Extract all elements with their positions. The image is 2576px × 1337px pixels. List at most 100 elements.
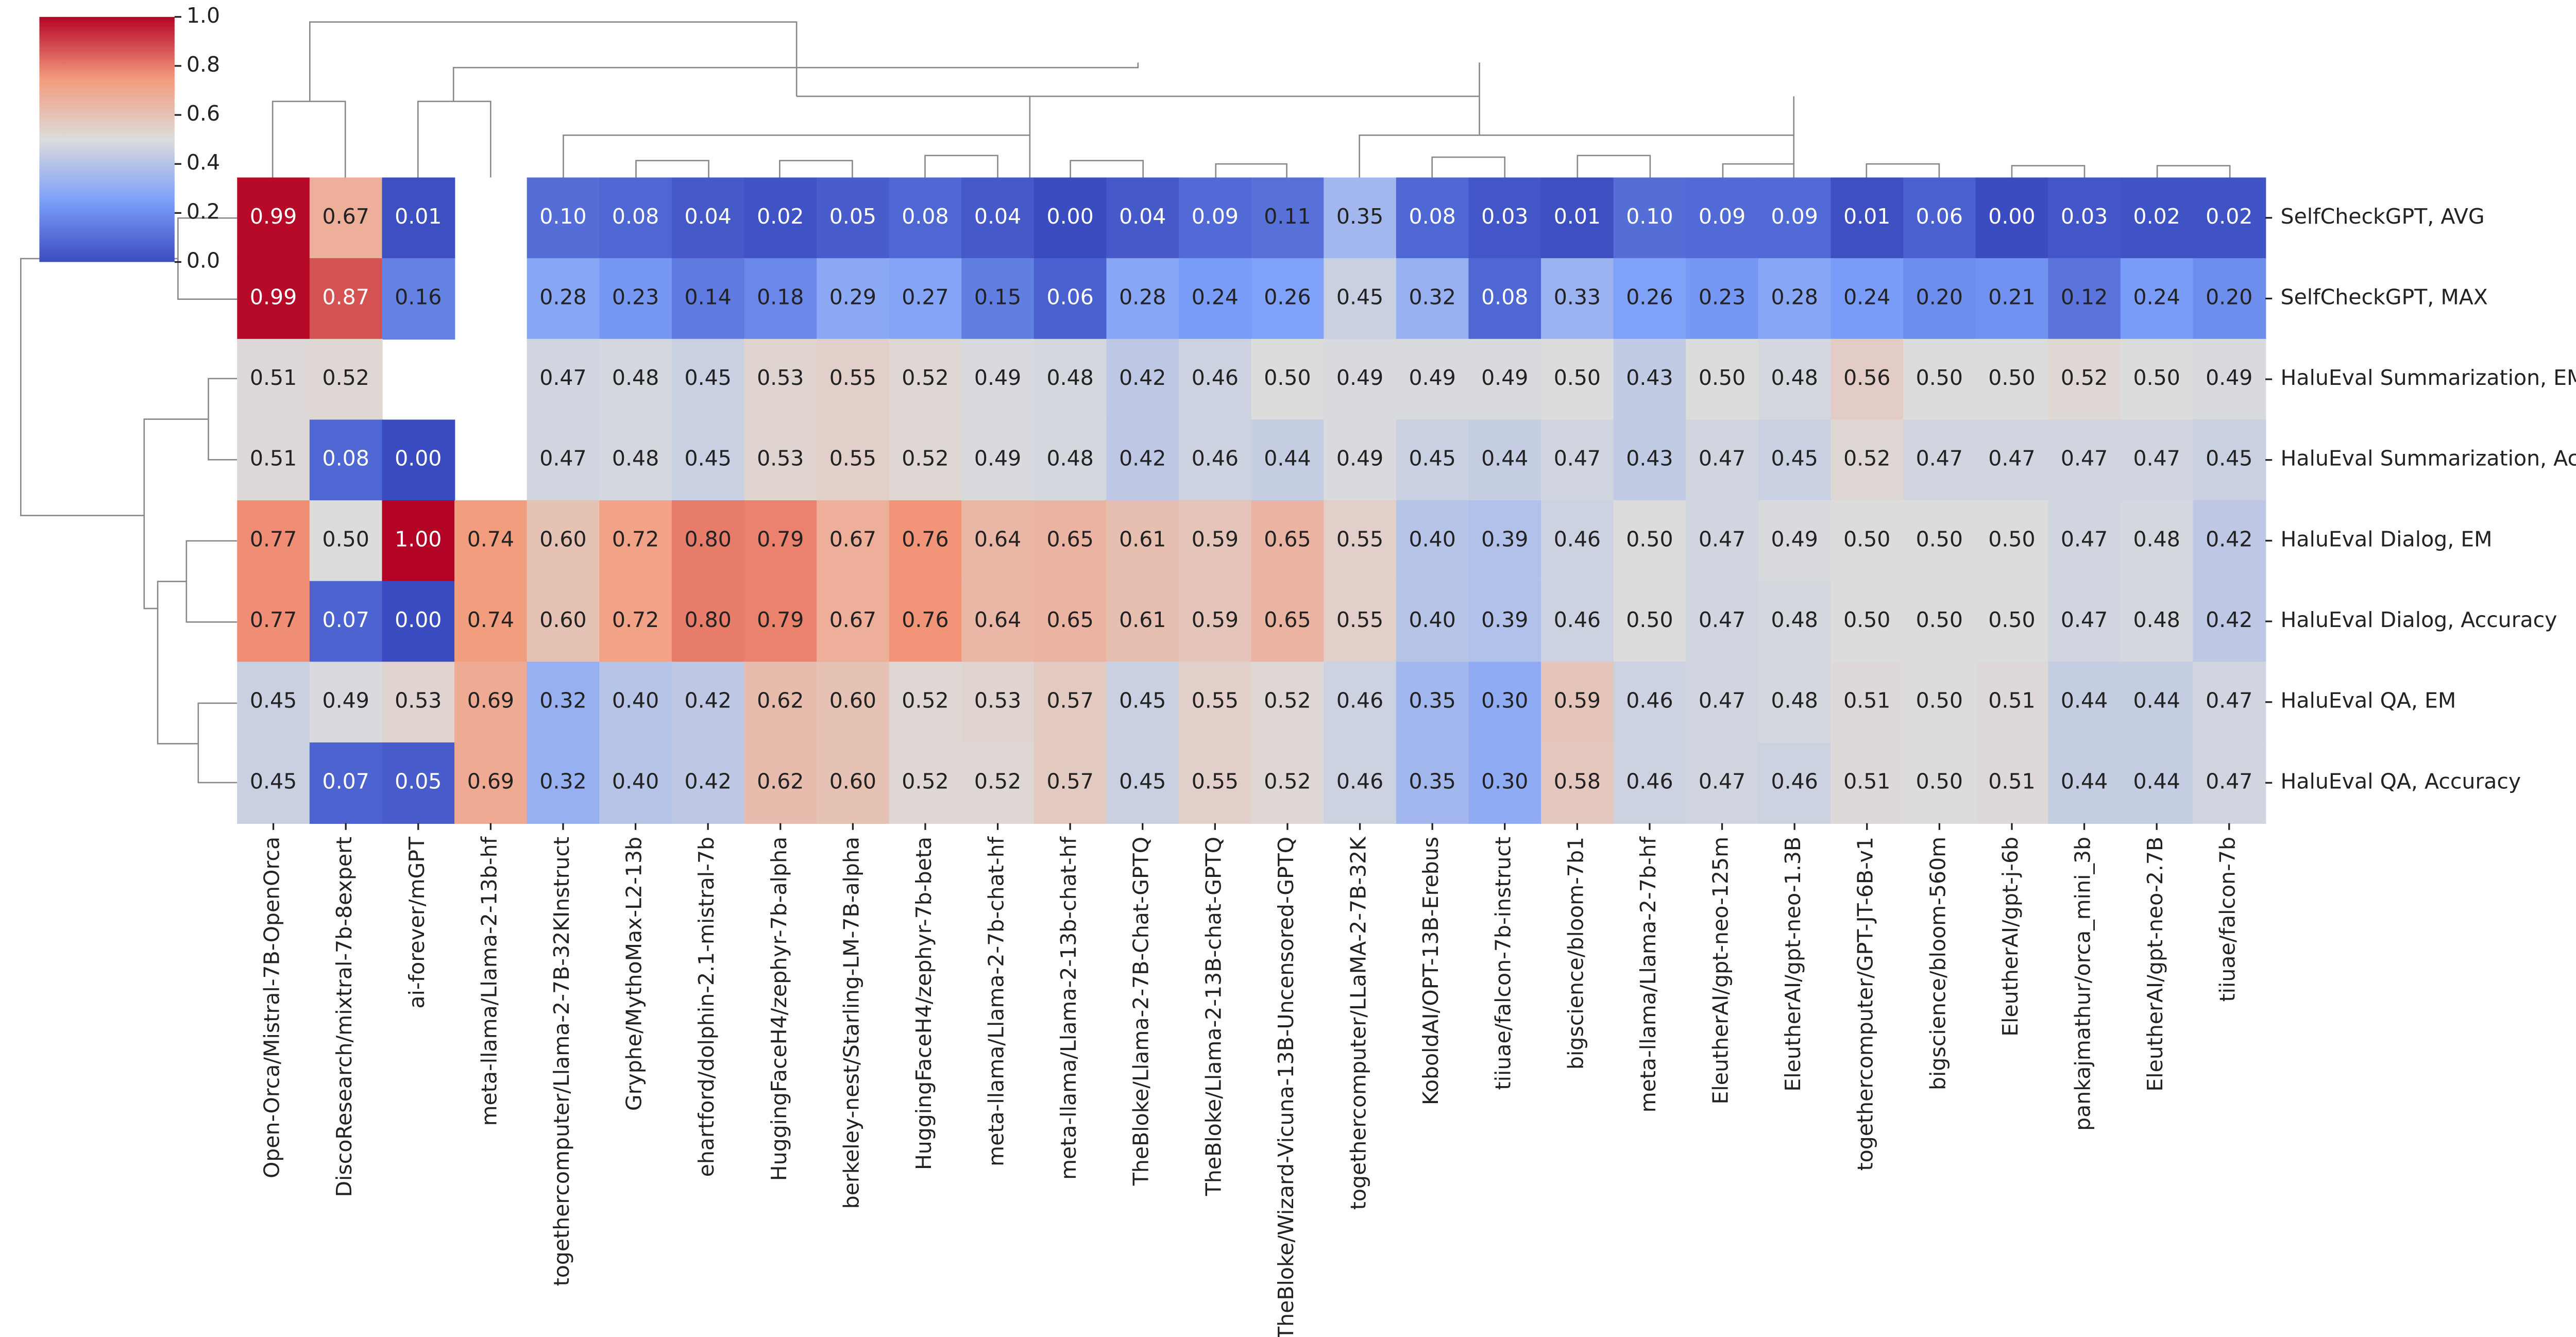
heatmap-cell <box>1324 500 1397 582</box>
heatmap-cell <box>961 581 1035 663</box>
cell-label: 0.53 <box>974 688 1021 713</box>
heatmap-cell <box>1179 742 1252 824</box>
column-label: tiiuae/falcon-7b-instruct <box>1491 837 1516 1090</box>
cell-label: 0.60 <box>539 527 586 551</box>
heatmap-cell <box>1468 177 1542 259</box>
heatmap-cell <box>1106 662 1180 743</box>
cell-label: 0.80 <box>685 527 732 551</box>
heatmap-cell <box>237 177 311 259</box>
heatmap-cell <box>744 177 818 259</box>
cell-label: 0.45 <box>1336 284 1383 309</box>
cell-label: 0.50 <box>1916 607 1963 632</box>
cell-label: 0.00 <box>1988 204 2035 229</box>
cell-label: 0.51 <box>1843 769 1890 793</box>
row-label: SelfCheckGPT, MAX <box>2281 284 2488 309</box>
heatmap-cell <box>1396 581 1469 663</box>
cell-label: 0.49 <box>323 688 369 713</box>
heatmap-cell <box>382 419 455 501</box>
heatmap-cell <box>1106 581 1180 663</box>
cell-label: 0.20 <box>1916 284 1963 309</box>
heatmap-cell <box>1613 581 1687 663</box>
heatmap-cell <box>817 339 890 420</box>
cell-label: 0.50 <box>1554 365 1601 390</box>
cell-label: 0.47 <box>2133 446 2180 471</box>
cell-label: 0.04 <box>685 204 732 229</box>
heatmap-cell <box>237 742 311 824</box>
cell-label: 0.16 <box>395 284 442 309</box>
heatmap-cell <box>817 581 890 663</box>
heatmap-cell <box>817 662 890 743</box>
cell-label: 0.44 <box>2061 688 2108 713</box>
cell-label: 0.12 <box>2061 284 2108 309</box>
cell-label: 0.44 <box>1264 446 1311 471</box>
cell-label: 0.58 <box>1554 769 1601 793</box>
cell-label: 0.02 <box>2206 204 2252 229</box>
column-label: togethercomputer/Llama-2-7B-32KInstruct <box>549 837 574 1286</box>
heatmap-cell <box>1324 742 1397 824</box>
heatmap-cell <box>1758 419 1832 501</box>
cell-label: 0.45 <box>1409 446 1456 471</box>
heatmap-cell <box>237 581 311 663</box>
heatmap-cell <box>1179 177 1252 259</box>
cell-label: 0.50 <box>1699 365 1745 390</box>
cell-label: 0.53 <box>757 365 804 390</box>
heatmap-cell <box>527 662 600 743</box>
heatmap-cell <box>1975 662 2049 743</box>
heatmap-cell <box>309 177 383 259</box>
heatmap-cell <box>961 177 1035 259</box>
heatmap-cell <box>1324 581 1397 663</box>
heatmap-cell <box>1541 258 1614 340</box>
heatmap-cell <box>1758 258 1832 340</box>
cell-label: 0.64 <box>974 527 1021 551</box>
cell-label: 0.65 <box>1047 527 1094 551</box>
heatmap-cell <box>2048 500 2122 582</box>
cell-label: 0.07 <box>323 769 369 793</box>
heatmap-cell <box>1179 339 1252 420</box>
colorbar-tick-label: 0.0 <box>187 248 220 273</box>
heatmap-cell <box>671 500 745 582</box>
cell-label: 0.47 <box>1699 688 1745 713</box>
heatmap-cell <box>1468 339 1542 420</box>
cell-label: 0.30 <box>1481 688 1528 713</box>
heatmap-cell <box>527 581 600 663</box>
heatmap-cell <box>309 662 383 743</box>
heatmap-cell <box>1903 339 1976 420</box>
cell-label: 0.49 <box>1409 365 1456 390</box>
heatmap-cell <box>237 662 311 743</box>
heatmap-cell <box>454 581 528 663</box>
heatmap-cell <box>671 581 745 663</box>
heatmap-cell <box>2048 581 2122 663</box>
cell-label: 0.60 <box>829 769 876 793</box>
row-label: SelfCheckGPT, AVG <box>2281 204 2485 229</box>
cell-label: 0.06 <box>1916 204 1963 229</box>
cell-label: 0.43 <box>1626 365 1673 390</box>
heatmap-cell <box>889 742 962 824</box>
heatmap-cell <box>2048 419 2122 501</box>
cell-label: 0.46 <box>1554 607 1601 632</box>
cell-label: 0.18 <box>757 284 804 309</box>
column-label: Gryphe/MythoMax-L2-13b <box>622 837 647 1111</box>
heatmap-cell <box>1613 742 1687 824</box>
cell-label: 0.50 <box>1916 365 1963 390</box>
heatmap-cell <box>237 339 311 420</box>
cell-label: 0.07 <box>323 607 369 632</box>
heatmap-cell <box>1324 177 1397 259</box>
cell-label: 0.69 <box>467 688 514 713</box>
heatmap-cell <box>1613 339 1687 420</box>
cell-label: 0.32 <box>1409 284 1456 309</box>
heatmap-cell <box>744 339 818 420</box>
heatmap-cell <box>309 419 383 501</box>
heatmap-cell <box>1251 419 1325 501</box>
cell-label: 0.79 <box>757 527 804 551</box>
heatmap-cell <box>2193 419 2266 501</box>
heatmap-cell <box>1106 500 1180 582</box>
cell-label: 0.03 <box>1481 204 1528 229</box>
cell-label: 0.47 <box>1988 446 2035 471</box>
cell-label: 0.21 <box>1988 284 2035 309</box>
heatmap-cell <box>1613 419 1687 501</box>
heatmap-cell <box>1758 662 1832 743</box>
cell-label: 0.55 <box>1192 769 1239 793</box>
heatmap-cell <box>1106 419 1180 501</box>
heatmap-cell <box>454 662 528 743</box>
heatmap-cell <box>309 339 383 420</box>
